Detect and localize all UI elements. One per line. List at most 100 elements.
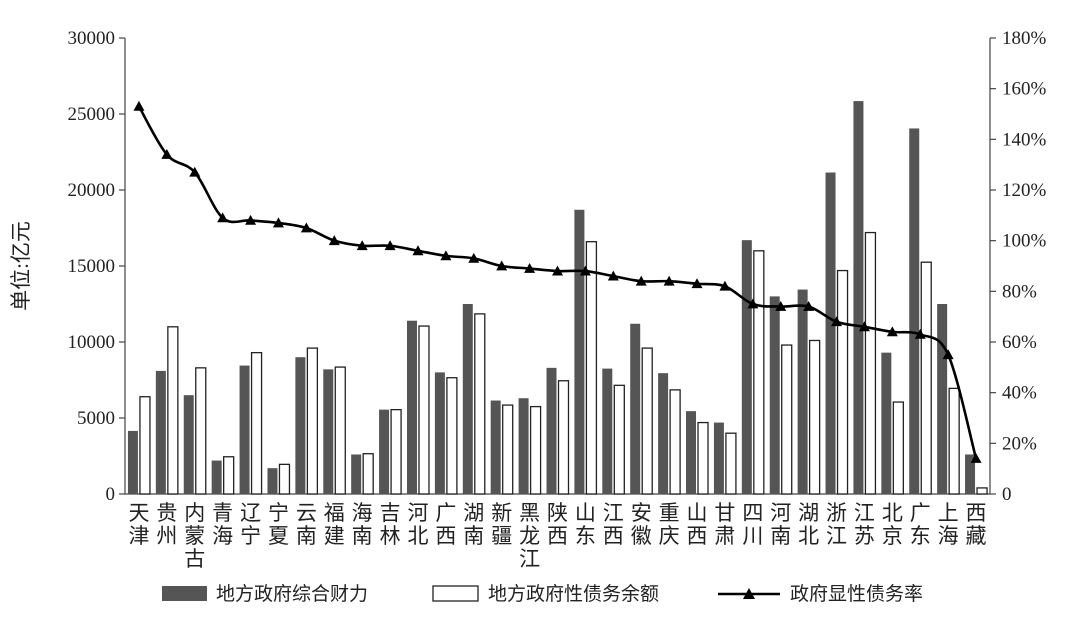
fiscal-capacity-bar (686, 411, 697, 494)
left-tick-label: 30000 (68, 28, 116, 49)
debt-ratio-point (663, 275, 675, 286)
right-tick-label: 100% (1002, 231, 1047, 252)
debt-balance-bar (641, 347, 653, 495)
left-tick-label: 0 (106, 484, 116, 505)
category-label: 山西 (687, 501, 708, 548)
legend-swatch-debt-balance (432, 585, 479, 602)
legend-label-debt-balance: 地方政府性债务余额 (488, 583, 659, 605)
debt-ratio-point (914, 328, 926, 339)
right-tick-label: 20% (1002, 433, 1037, 454)
fiscal-capacity-bar (630, 323, 641, 494)
fiscal-capacity-bar (379, 409, 390, 494)
left-tick-label: 15000 (68, 256, 116, 277)
category-label: 辽宁 (240, 501, 261, 548)
category-label: 四川 (742, 501, 763, 548)
debt-balance-bar (223, 456, 235, 495)
fiscal-capacity-bar (574, 209, 585, 494)
left-y-axis: 0 5000 10000 15000 20000 25000 30000 (68, 28, 990, 505)
fiscal-capacity-bar (741, 240, 752, 494)
debt-ratio-line (137, 105, 978, 459)
right-y-axis: 0 20% 40% 60% 80% 100% 120% 140% 160% 180% (989, 28, 1047, 505)
debt-balance-bar (892, 401, 904, 495)
debt-balance-bar (836, 269, 849, 495)
debt-ratio-point (356, 240, 368, 251)
debt-ratio-point (217, 212, 229, 223)
fiscal-capacity-bar (434, 372, 445, 494)
debt-ratio-point (384, 240, 396, 251)
right-tick-label: 60% (1002, 332, 1037, 353)
debt-ratio-point (328, 235, 340, 246)
bar-series (127, 101, 988, 495)
fiscal-capacity-bar (295, 357, 306, 494)
left-tick-label: 5000 (77, 408, 115, 429)
category-label: 广东 (910, 501, 931, 548)
fiscal-capacity-bar (462, 304, 473, 494)
fiscal-capacity-bar (323, 369, 334, 494)
debt-balance-bar (864, 231, 877, 495)
debt-balance-bar (250, 351, 263, 495)
fiscal-capacity-bar (937, 304, 948, 494)
debt-ratio-point (886, 326, 898, 337)
debt-ratio-point (245, 214, 257, 225)
category-labels: 天津贵州内蒙古青海辽宁宁夏云南福建海南吉林河北广西湖南新疆黑龙江陕西山东江西安徽… (128, 501, 986, 571)
debt-balance-bar (139, 396, 151, 495)
category-label: 内蒙古 (184, 501, 205, 571)
fiscal-capacity-bar (155, 370, 166, 494)
category-label: 甘肃 (714, 501, 735, 548)
debt-ratio-point (858, 321, 870, 332)
legend-swatch-fiscal-capacity (162, 586, 207, 601)
fiscal-capacity-bar (909, 128, 920, 494)
fiscal-capacity-bar (211, 460, 222, 494)
right-tick-label: 120% (1002, 180, 1047, 201)
category-label: 江西 (603, 501, 624, 548)
category-label: 湖南 (463, 501, 484, 548)
legend-label-debt-ratio: 政府显性债务率 (790, 583, 923, 605)
category-label: 福建 (324, 501, 345, 548)
debt-balance-bar (753, 250, 765, 495)
debt-balance-bar (529, 405, 542, 495)
category-label: 广西 (435, 501, 456, 548)
debt-ratio-point (189, 166, 201, 177)
category-label: 宁夏 (268, 501, 289, 548)
legend-marker-debt-ratio (743, 588, 755, 599)
category-label: 湖北 (798, 501, 819, 548)
debt-balance-bar (390, 408, 402, 495)
debt-balance-bar (502, 404, 514, 495)
category-label: 贵州 (156, 501, 177, 548)
debt-ratio-point (524, 263, 536, 273)
legend: 地方政府综合财力 地方政府性债务余额 政府显性债务率 (162, 583, 923, 605)
debt-ratio-point (468, 252, 480, 263)
category-label: 北京 (882, 501, 903, 548)
debt-ratio-point (440, 250, 452, 261)
debt-balance-bar (418, 325, 430, 495)
right-tick-label: 160% (1002, 79, 1047, 100)
fiscal-capacity-bar (881, 352, 892, 494)
debt-ratio-point (803, 301, 815, 311)
debt-ratio-point (272, 217, 284, 228)
debt-ratio-point (133, 100, 145, 111)
debt-balance-bar (920, 261, 932, 495)
fiscal-capacity-bar (658, 373, 669, 494)
fiscal-capacity-bar (239, 365, 250, 494)
category-label: 浙江 (826, 501, 847, 548)
debt-ratio-point (719, 280, 731, 291)
debt-ratio-point (161, 149, 173, 159)
category-label: 山东 (575, 501, 596, 548)
debt-ratio-point (691, 278, 703, 289)
debt-ratio-point (496, 260, 508, 271)
right-tick-label: 40% (1002, 383, 1037, 404)
debt-balance-bar (669, 389, 681, 495)
fiscal-capacity-bar (965, 454, 976, 494)
debt-balance-bar (697, 421, 709, 495)
fiscal-capacity-bar (127, 430, 138, 494)
debt-ratio-point (300, 222, 312, 233)
fiscal-capacity-bar (825, 172, 836, 494)
category-label: 安徽 (631, 501, 652, 548)
y-axis-label: 单位:亿元 (9, 221, 33, 311)
debt-balance-bar (725, 432, 737, 495)
fiscal-capacity-bar (267, 468, 278, 494)
debt-ratio-point (635, 275, 647, 286)
category-label: 天津 (128, 501, 149, 548)
category-label: 海南 (352, 501, 373, 548)
